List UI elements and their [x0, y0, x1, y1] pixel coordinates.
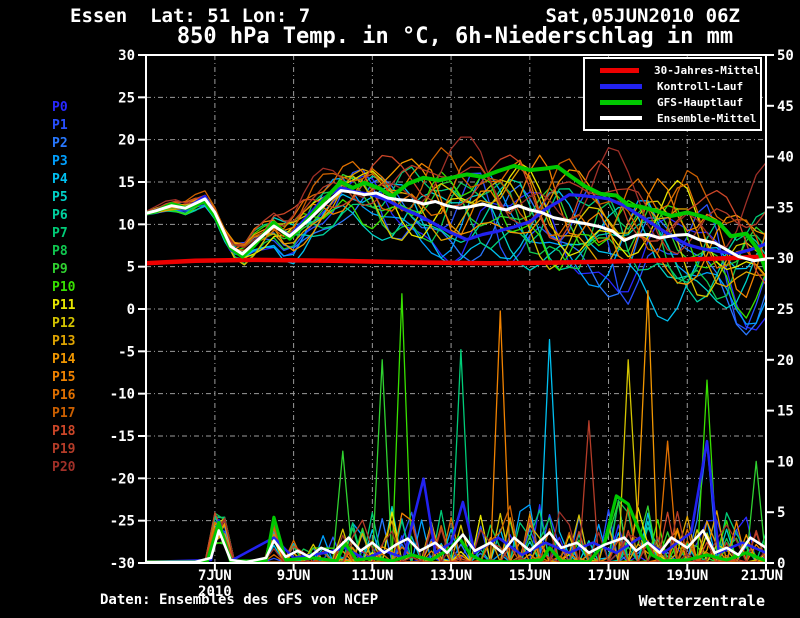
x-axis-tick-label: 9JUN	[277, 568, 311, 584]
gfs-main-temp-curve	[145, 163, 767, 273]
x-axis-tick-label: 19JUN	[666, 568, 708, 584]
legend-item-3: Ensemble-Mittel	[585, 110, 760, 126]
ensemble-mean-temp-curve	[145, 189, 767, 263]
member-label-P20: P20	[52, 460, 76, 475]
member-label-P3: P3	[52, 154, 68, 169]
member-label-P10: P10	[52, 280, 76, 295]
member-label-P11: P11	[52, 298, 76, 313]
left-axis-tick-label: -10	[110, 387, 135, 403]
gridlines	[146, 55, 766, 563]
member-label-P19: P19	[52, 442, 76, 457]
member-label-P2: P2	[52, 136, 68, 151]
legend-box: 30-Jahres-Mittel Kontroll-Lauf GFS-Hauptla…	[583, 57, 762, 131]
x-axis-year-label: 2010	[198, 584, 232, 600]
brand-label: Wetterzentrale	[638, 592, 765, 610]
station-and-coords-label: Essen Lat: 51 Lon: 7	[70, 5, 311, 27]
member-label-P7: P7	[52, 226, 68, 241]
member-label-P13: P13	[52, 334, 76, 349]
left-axis-tick-label: -5	[118, 344, 135, 360]
curves-group	[145, 136, 767, 564]
member-label-P9: P9	[52, 262, 68, 277]
x-axis-tick-label: 21JUN	[741, 568, 783, 584]
member-label-P4: P4	[52, 172, 68, 187]
left-axis-tick-label: 25	[118, 90, 135, 106]
legend-line-swatch	[600, 99, 642, 105]
member-label-P18: P18	[52, 424, 76, 439]
member-label-P14: P14	[52, 352, 76, 367]
right-axis-tick-label: 35	[777, 200, 794, 216]
member-temp-curve-P18	[145, 154, 767, 286]
x-axis-tick-label: 13JUN	[430, 568, 472, 584]
data-source-label: Daten: Ensembles des GFS von NCEP	[100, 592, 379, 608]
legend-item-0: 30-Jahres-Mittel	[585, 62, 760, 78]
legend-label: 30-Jahres-Mittel	[654, 63, 760, 77]
ensemble-mean-precip-curve	[145, 529, 767, 564]
x-axis-tick-label: 11JUN	[351, 568, 393, 584]
left-axis-tick-label: -20	[110, 471, 135, 487]
member-label-P1: P1	[52, 118, 68, 133]
right-axis-tick-label: 20	[777, 353, 794, 369]
right-axis-tick-label: 45	[777, 99, 794, 115]
gfs-main-precip-curve	[145, 494, 767, 564]
left-axis-tick-label: -30	[110, 556, 135, 572]
right-axis-tick-label: 10	[777, 454, 794, 470]
left-axis-tick-label: 20	[118, 133, 135, 149]
axes: -30 -25 -20 -15 -10 -5 0 5 10 15 20 25 30 0 5 10 15 20 25 3…	[110, 48, 794, 600]
right-axis-tick-label: 15	[777, 404, 794, 420]
right-axis-tick-label: 25	[777, 302, 794, 318]
x-axis-tick-label: 7JUN	[198, 568, 232, 584]
left-axis-tick-label: -25	[110, 514, 135, 530]
legend-label: GFS-Hauptlauf	[657, 95, 744, 109]
legend-item-1: Kontroll-Lauf	[585, 78, 760, 94]
left-axis-tick-label: -15	[110, 429, 135, 445]
member-label-P8: P8	[52, 244, 68, 259]
member-label-P12: P12	[52, 316, 76, 331]
run-datetime-label: Sat,05JUN2010 06Z	[545, 5, 740, 27]
member-label-P17: P17	[52, 406, 76, 421]
thirty-year-mean-temp-curve	[145, 254, 767, 266]
member-label-P6: P6	[52, 208, 68, 223]
member-label-P0: P0	[52, 100, 68, 115]
right-axis-tick-label: 30	[777, 251, 794, 267]
left-axis-tick-label: 30	[118, 48, 135, 64]
x-axis-tick-label: 17JUN	[587, 568, 629, 584]
member-label-P5: P5	[52, 190, 68, 205]
right-axis-tick-label: 0	[777, 556, 785, 572]
legend-line-swatch	[600, 116, 642, 120]
legend-line-swatch	[600, 67, 640, 73]
legend-line-swatch	[600, 83, 642, 89]
left-axis-tick-label: 5	[127, 260, 135, 276]
chart-title: 850 hPa Temp. in °C, 6h-Niederschlag in …	[176, 24, 734, 49]
legend-item-2: GFS-Hauptlauf	[585, 94, 760, 110]
right-axis-tick-label: 40	[777, 150, 794, 166]
right-axis-tick-label: 50	[777, 48, 794, 64]
member-temp-curve-P14	[145, 158, 767, 285]
member-label-P16: P16	[52, 388, 76, 403]
member-temp-curve-P5	[145, 191, 767, 309]
right-axis-tick-label: 5	[777, 505, 785, 521]
member-temp-curve-P11	[145, 162, 767, 277]
left-axis-tick-label: 15	[118, 175, 135, 191]
legend-label: Ensemble-Mittel	[657, 111, 757, 125]
left-axis-tick-label: 10	[118, 217, 135, 233]
control-run-precip-curve	[145, 439, 767, 564]
member-label-P15: P15	[52, 370, 76, 385]
x-axis-tick-label: 15JUN	[509, 568, 551, 584]
legend-label: Kontroll-Lauf	[657, 79, 744, 93]
left-axis-tick-label: 0	[127, 302, 135, 318]
ensemble-member-list: P0 P1 P2 P3 P4 P5 P6 P7 P8 P9 P10 P11 P12 P13 P14 P15 P1…	[52, 99, 75, 477]
